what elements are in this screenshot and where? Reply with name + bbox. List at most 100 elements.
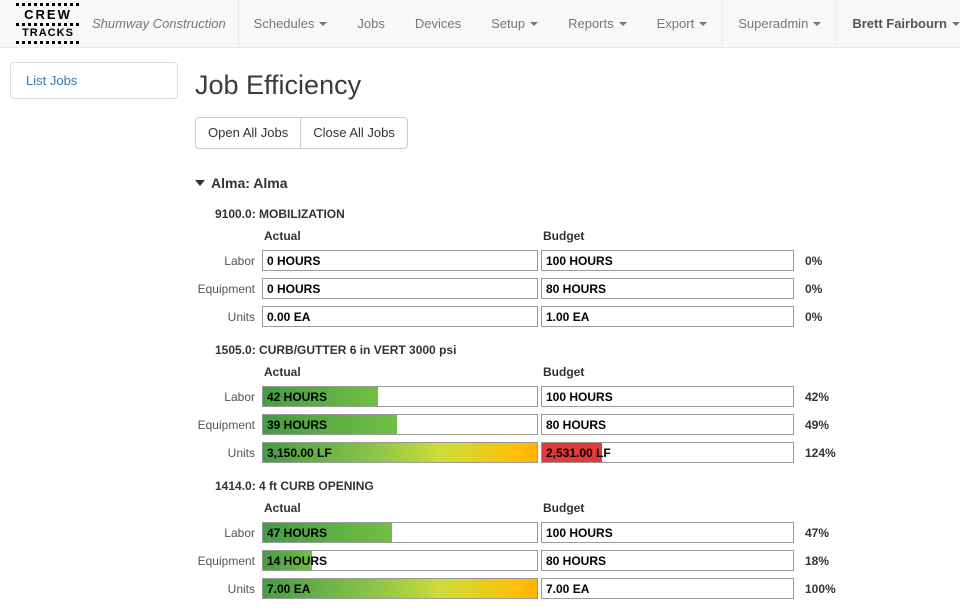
actual-meter: 0 HOURS — [262, 278, 538, 300]
efficiency-row: Labor 42 HOURS 100 HOURS 42% — [195, 386, 835, 408]
company-name: Shumway Construction — [92, 16, 226, 31]
sidebar: List Jobs — [10, 62, 178, 99]
logo-squiggle-bottom — [16, 41, 80, 44]
nav-item-user-menu[interactable]: Brett Fairbourn — [836, 0, 960, 47]
over-budget-fill — [542, 443, 603, 463]
actual-value: 42 HOURS — [267, 389, 328, 404]
budget-meter: 80 HOURS — [541, 278, 794, 300]
caret-down-icon — [699, 21, 708, 26]
page-title: Job Efficiency — [195, 70, 362, 100]
nav-item-schedules[interactable]: Schedules — [239, 0, 343, 47]
actual-value: 47 HOURS — [267, 525, 328, 540]
logo-text-tracks: TRACKS — [22, 27, 74, 39]
efficiency-row: Labor 0 HOURS 100 HOURS 0% — [195, 250, 835, 272]
actual-value: 0 HOURS — [267, 281, 321, 296]
budget-value: 100 HOURS — [546, 389, 613, 404]
actual-value: 3,150.00 LF — [267, 445, 332, 460]
job-title: 1505.0: CURB/GUTTER 6 in VERT 3000 psi — [215, 343, 457, 358]
nav-label: Setup — [491, 16, 526, 31]
column-header-actual: Actual — [264, 365, 301, 380]
efficiency-row: Units 0.00 EA 1.00 EA 0% — [195, 306, 835, 328]
percent-label: 0% — [805, 281, 823, 296]
actual-meter: 39 HOURS — [262, 414, 538, 436]
row-label: Units — [227, 309, 255, 324]
column-header-row: Actual Budget — [195, 365, 835, 379]
actual-value: 0.00 EA — [267, 309, 311, 324]
row-label: Labor — [224, 253, 255, 268]
percent-label: 124% — [805, 445, 836, 460]
column-header-actual: Actual — [264, 229, 301, 244]
nav-item-reports[interactable]: Reports — [553, 0, 642, 47]
progress-bar-fill — [263, 387, 379, 407]
nav-item-setup[interactable]: Setup — [476, 0, 553, 47]
open-all-jobs-button[interactable]: Open All Jobs — [195, 117, 302, 150]
job-section: 1414.0: 4 ft CURB OPENING Actual Budget … — [195, 479, 836, 600]
brand-area[interactable]: CREW TRACKS Shumway Construction — [0, 0, 238, 47]
percent-label: 0% — [805, 253, 823, 268]
row-label: Equipment — [197, 281, 255, 296]
actual-meter: 14 HOURS — [262, 550, 538, 572]
percent-label: 100% — [805, 581, 836, 596]
caret-down-icon — [530, 21, 539, 26]
progress-bar-fill — [263, 443, 537, 463]
row-label: Labor — [224, 525, 255, 540]
progress-bar-fill — [263, 523, 392, 543]
budget-value: 80 HOURS — [546, 553, 607, 568]
budget-value: 80 HOURS — [546, 417, 607, 432]
actual-meter: 7.00 EA — [262, 578, 538, 600]
group-label: Alma: Alma — [211, 175, 288, 192]
column-header-budget: Budget — [543, 365, 585, 380]
actual-meter: 0 HOURS — [262, 250, 538, 272]
efficiency-row: Equipment 14 HOURS 80 HOURS 18% — [195, 550, 835, 572]
percent-label: 47% — [805, 525, 830, 540]
sidebar-item-list-jobs[interactable]: List Jobs — [10, 62, 178, 99]
close-all-jobs-button[interactable]: Close All Jobs — [300, 117, 408, 150]
nav-item-superadmin[interactable]: Superadmin — [722, 0, 836, 47]
caret-down-icon — [618, 21, 627, 26]
nav-item-devices[interactable]: Devices — [400, 0, 476, 47]
group-header-alma[interactable]: Alma: Alma — [195, 175, 835, 191]
actual-meter: 0.00 EA — [262, 306, 538, 328]
column-header-actual: Actual — [264, 501, 301, 516]
column-header-budget: Budget — [543, 229, 585, 244]
progress-bar-fill — [263, 551, 313, 571]
crewtracks-logo: CREW TRACKS — [14, 0, 82, 47]
main-nav: Schedules Jobs Devices Setup Reports Exp… — [237, 0, 723, 47]
row-label: Units — [227, 445, 255, 460]
budget-meter: 2,531.00 LF — [541, 442, 794, 464]
logo-squiggle-top — [16, 3, 80, 6]
percent-label: 42% — [805, 389, 830, 404]
job-title: 9100.0: MOBILIZATION — [215, 207, 345, 222]
percent-label: 18% — [805, 553, 830, 568]
actual-value: 0 HOURS — [267, 253, 321, 268]
logo-squiggle-mid — [16, 23, 80, 26]
top-navbar: CREW TRACKS Shumway Construction Schedul… — [0, 0, 960, 48]
budget-value: 80 HOURS — [546, 281, 607, 296]
efficiency-row: Equipment 39 HOURS 80 HOURS 49% — [195, 414, 835, 436]
budget-meter: 80 HOURS — [541, 550, 794, 572]
efficiency-row: Units 7.00 EA 7.00 EA 100% — [195, 578, 836, 600]
actual-value: 7.00 EA — [267, 581, 311, 596]
caret-down-icon — [951, 21, 960, 26]
budget-meter: 7.00 EA — [541, 578, 794, 600]
column-header-row: Actual Budget — [195, 229, 835, 243]
efficiency-row: Equipment 0 HOURS 80 HOURS 0% — [195, 278, 835, 300]
row-label: Units — [227, 581, 255, 596]
budget-value: 100 HOURS — [546, 253, 613, 268]
job-section: 1505.0: CURB/GUTTER 6 in VERT 3000 psi A… — [195, 343, 836, 464]
nav-label: Devices — [414, 16, 462, 31]
actual-value: 14 HOURS — [267, 553, 328, 568]
budget-value: 2,531.00 LF — [546, 445, 611, 460]
jobs-toggle-group: Open All Jobs Close All Jobs — [195, 117, 408, 150]
caret-down-icon — [319, 21, 328, 26]
nav-item-export[interactable]: Export — [642, 0, 723, 47]
nav-item-jobs[interactable]: Jobs — [342, 0, 399, 47]
user-nav: Superadmin Brett Fairbourn — [722, 0, 960, 47]
percent-label: 49% — [805, 417, 830, 432]
budget-meter: 100 HOURS — [541, 386, 794, 408]
budget-meter: 1.00 EA — [541, 306, 794, 328]
progress-bar-fill — [263, 415, 398, 435]
budget-meter: 100 HOURS — [541, 250, 794, 272]
budget-value: 1.00 EA — [546, 309, 590, 324]
nav-label: Schedules — [253, 16, 315, 31]
